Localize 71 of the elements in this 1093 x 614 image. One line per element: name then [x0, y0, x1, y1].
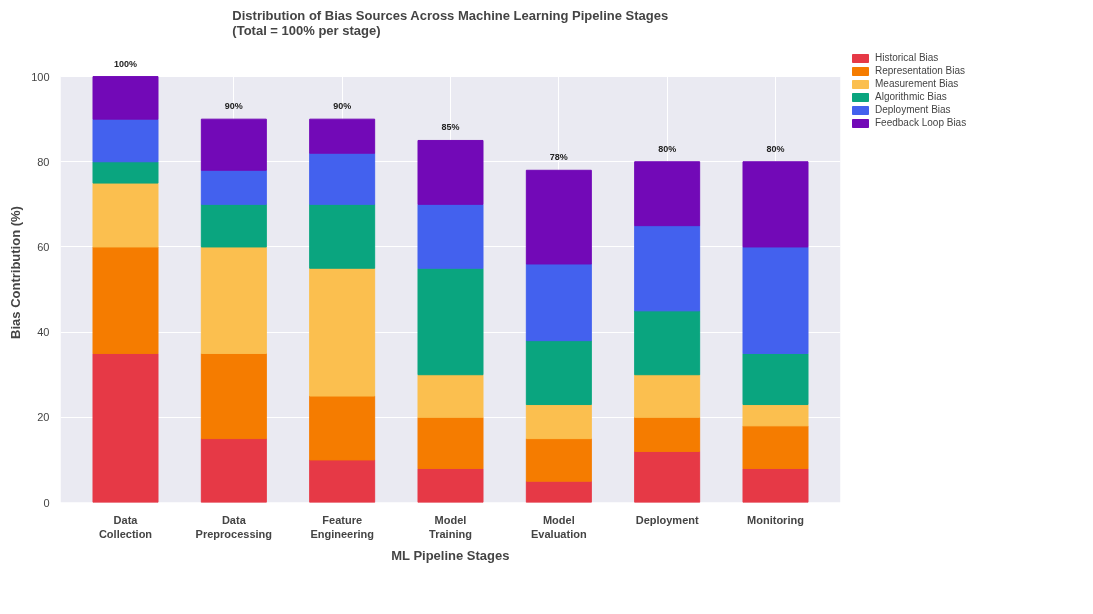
bar: [417, 374, 484, 418]
x-tick-label: Model Evaluation: [531, 513, 587, 540]
bar: [309, 267, 376, 397]
total-label: 90%: [224, 101, 243, 112]
x-tick-label: Monitoring: [747, 513, 804, 526]
bar: [92, 76, 159, 120]
bar: [417, 139, 484, 205]
bar: [200, 118, 267, 171]
legend-label: Algorithmic Bias: [875, 91, 947, 102]
bar: [525, 169, 592, 265]
bar: [92, 182, 159, 248]
bar: [92, 161, 159, 184]
total-label: 90%: [333, 101, 352, 112]
y-tick-label: 100: [31, 70, 50, 83]
bar: [525, 340, 592, 406]
bar: [634, 450, 701, 503]
bar: [742, 467, 809, 503]
legend-label: Historical Bias: [875, 52, 939, 63]
x-tick-label: Deployment: [635, 513, 699, 526]
bar: [742, 246, 809, 354]
bar: [200, 352, 267, 440]
bar: [525, 263, 592, 342]
total-label: 100%: [113, 58, 138, 69]
x-tick-label: Data Collection: [98, 513, 153, 540]
legend-label: Deployment Bias: [875, 104, 951, 115]
y-tick-label: 40: [37, 326, 50, 339]
bar: [309, 203, 376, 269]
bar: [417, 203, 484, 269]
bar: [309, 395, 376, 461]
y-tick-label: 0: [43, 496, 50, 509]
x-tick-label: Feature Engineering: [310, 513, 374, 540]
bar: [200, 169, 267, 205]
legend-label: Measurement Bias: [875, 78, 959, 89]
bar: [417, 416, 484, 469]
bar: [92, 118, 159, 163]
y-axis-title: Bias Contribution (%): [8, 206, 24, 339]
y-tick-label: 60: [37, 240, 50, 253]
bar: [92, 352, 159, 503]
bar: [309, 459, 376, 503]
bar: [200, 438, 267, 503]
legend-label: Representation Bias: [875, 65, 966, 76]
bar: [525, 480, 592, 503]
bar: [742, 161, 809, 248]
bar: [200, 246, 267, 354]
x-axis-title: ML Pipeline Stages: [391, 547, 510, 563]
total-label: 80%: [766, 143, 785, 154]
bar: [309, 152, 376, 205]
bar: [634, 374, 701, 418]
bar: [742, 404, 809, 427]
legend-label: Feedback Loop Bias: [875, 117, 967, 128]
bar: [742, 352, 809, 406]
bar: [634, 310, 701, 376]
y-tick-label: 80: [37, 155, 50, 168]
total-label: 85%: [441, 122, 460, 133]
bar: [525, 404, 592, 440]
total-label: 78%: [549, 152, 568, 163]
bar: [309, 118, 376, 154]
bar: [525, 438, 592, 482]
bar: [634, 161, 701, 227]
bar: [417, 467, 484, 503]
chart-title: Distribution of Bias Sources Across Machine Learning Pipeline Stages (Total = 100% per stage): [232, 7, 669, 38]
bar: [634, 416, 701, 452]
bar: [200, 203, 267, 248]
bar: [742, 425, 809, 469]
bar: [417, 267, 484, 376]
total-label: 80%: [658, 143, 677, 154]
y-tick-label: 20: [37, 411, 50, 424]
bar: [92, 246, 159, 354]
x-tick-label: Model Training: [429, 513, 472, 540]
x-tick-label: Data Preprocessing: [195, 513, 273, 540]
bar: [634, 225, 701, 312]
